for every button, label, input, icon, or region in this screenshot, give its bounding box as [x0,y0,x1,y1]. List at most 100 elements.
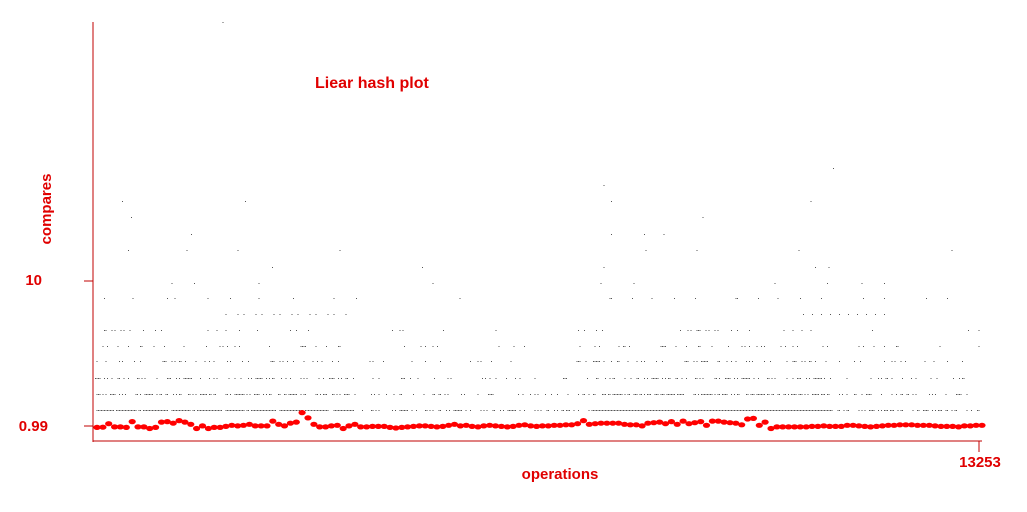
cost-point [788,410,789,411]
cost-point [578,410,579,411]
cost-point [629,410,630,411]
cost-point [197,410,198,411]
cost-point [167,410,168,411]
cost-point [285,378,287,379]
cost-point [603,410,605,411]
cost-point [320,410,321,411]
cost-point [258,378,260,379]
cost-point [213,394,215,395]
cost-point [225,410,227,411]
cost-point [669,378,671,379]
cost-point [155,410,156,411]
cost-point [593,394,594,395]
average-point [556,422,564,428]
cost-point [561,410,563,411]
cost-point [209,361,210,362]
cost-point [719,361,720,362]
cost-point [612,378,614,379]
cost-point [144,410,146,411]
cost-point [321,410,323,411]
cost-point [821,298,822,299]
cost-point [761,410,762,411]
cost-point [500,410,501,411]
cost-point [747,394,749,395]
cost-point [744,346,746,347]
cost-point [708,410,710,411]
cost-point [668,394,669,395]
cost-point [300,346,302,347]
cost-point [158,410,159,411]
cost-point [246,410,248,411]
cost-point [743,410,744,411]
cost-point [216,378,218,379]
cost-point [113,394,114,395]
cost-point [693,361,695,362]
average-point [667,419,676,425]
cost-point [744,378,746,379]
cost-point [935,410,936,411]
cost-point [324,394,326,395]
cost-point [855,394,857,395]
cost-point [183,410,185,411]
average-point [919,422,928,428]
average-point [462,422,470,428]
average-point [286,420,294,426]
cost-point [764,394,765,395]
cost-point [285,410,287,411]
cost-point [171,361,173,362]
cost-point [300,378,302,379]
cost-point [917,410,918,411]
cost-point [660,410,662,411]
cost-point [795,394,797,395]
cost-point [945,394,947,395]
cost-point [152,410,153,411]
cost-point [492,394,494,395]
cost-point [174,410,176,411]
cost-point [801,410,803,411]
cost-point [839,394,840,395]
cost-point [219,410,221,411]
cost-point [606,410,608,411]
cost-point [696,378,698,379]
cost-point [176,378,177,379]
cost-point [740,410,741,411]
cost-point [644,410,645,411]
average-point [292,419,300,425]
cost-point [812,394,813,395]
cost-point [446,410,447,411]
cost-point [219,346,221,347]
cost-point [647,394,648,395]
cost-point [513,410,515,411]
cost-point [498,346,500,347]
cost-point [135,410,137,411]
cost-point [281,378,282,379]
average-point [767,425,775,432]
cost-point [401,410,402,411]
cost-point [771,378,773,379]
cost-point [137,394,138,395]
cost-point [735,298,737,299]
cost-point [167,378,168,379]
cost-point [171,283,173,284]
cost-point [905,361,906,362]
cost-point [828,410,830,411]
cost-point [795,410,797,411]
cost-point [563,378,564,379]
cost-point [165,361,167,362]
cost-point [837,410,839,411]
cost-point [596,378,597,379]
cost-point [338,378,339,379]
cost-point [125,394,126,395]
cost-point [432,410,434,411]
cost-point [686,410,687,411]
cost-point [524,410,525,411]
cost-point [137,378,138,379]
cost-point [291,410,293,411]
average-point [122,424,130,430]
cost-point [603,394,605,395]
cost-point [96,378,98,379]
cost-point [99,394,101,395]
cost-point [735,361,737,362]
cost-point [258,394,260,395]
cost-point [728,378,729,379]
